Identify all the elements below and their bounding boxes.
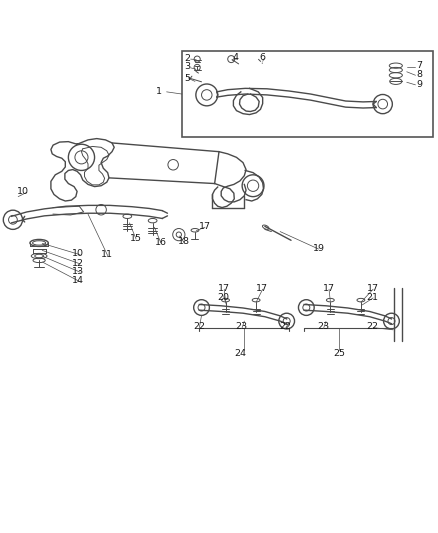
Text: 25: 25 (333, 349, 345, 358)
Text: 2: 2 (184, 54, 190, 63)
Text: 21: 21 (367, 293, 378, 302)
Bar (182, 51, 433, 137)
Text: 15: 15 (130, 233, 141, 243)
Text: 1: 1 (155, 87, 162, 96)
Text: 12: 12 (72, 259, 84, 268)
Text: 17: 17 (199, 222, 212, 231)
Text: 8: 8 (417, 70, 422, 79)
Text: 10: 10 (72, 249, 84, 259)
Text: 3: 3 (184, 62, 190, 71)
Text: 5: 5 (184, 74, 190, 83)
Text: 22: 22 (279, 322, 291, 331)
Text: 17: 17 (367, 284, 378, 293)
Text: 19: 19 (313, 244, 325, 253)
Text: 17: 17 (256, 284, 268, 293)
Text: 20: 20 (218, 293, 230, 302)
Text: 22: 22 (367, 322, 378, 331)
Text: 23: 23 (236, 322, 248, 331)
Text: 4: 4 (232, 53, 238, 62)
Text: 9: 9 (417, 80, 422, 89)
Text: 7: 7 (417, 61, 422, 70)
Text: 24: 24 (234, 349, 246, 358)
Text: 22: 22 (193, 322, 205, 331)
Text: 23: 23 (317, 322, 329, 331)
Text: 16: 16 (155, 238, 167, 247)
Text: 17: 17 (322, 284, 335, 293)
Text: 6: 6 (259, 53, 265, 62)
Text: 13: 13 (72, 267, 84, 276)
Text: 14: 14 (72, 277, 84, 285)
Text: 11: 11 (101, 250, 113, 259)
Text: 10: 10 (17, 187, 29, 196)
Text: 18: 18 (177, 237, 190, 246)
Text: 17: 17 (218, 284, 230, 293)
